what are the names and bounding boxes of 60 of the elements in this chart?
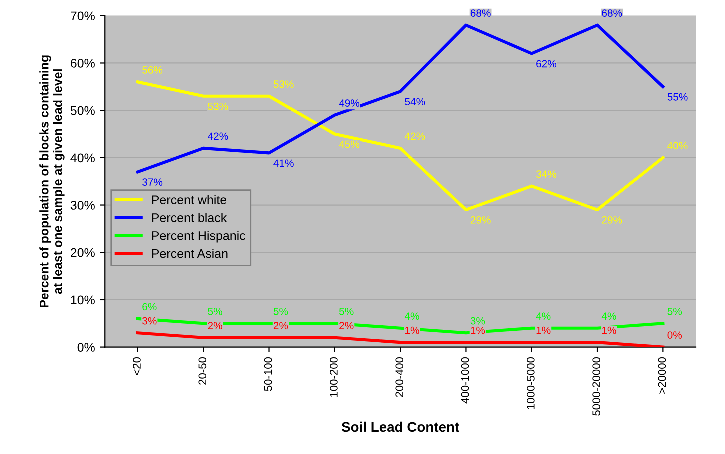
x-tick-label: 200-400 — [396, 357, 404, 398]
data-label: 37% — [142, 178, 163, 186]
data-label: 5% — [274, 308, 288, 316]
data-label: 53% — [208, 102, 228, 110]
x-tick-label: 1000-5000 — [526, 357, 535, 410]
data-label: 42% — [404, 132, 426, 140]
data-label: 34% — [536, 170, 557, 178]
data-label: 1% — [471, 326, 486, 334]
data-label: 29% — [602, 216, 622, 224]
y-axis-title: Percent of population of blocks containing at least one sample at given lead level — [40, 56, 65, 308]
x-axis-title: Soil Lead Content — [342, 422, 460, 432]
x-tick-label: >20000 — [658, 357, 666, 394]
legend-label: Percent Hispanic — [152, 231, 246, 243]
legend-label: Percent Asian — [152, 249, 228, 258]
data-label: 41% — [274, 160, 294, 168]
data-label: 2% — [208, 322, 222, 330]
y-tick-label: 30% — [70, 201, 95, 210]
data-label: 42% — [208, 132, 228, 140]
data-label: 53% — [274, 80, 294, 88]
legend-label: Percent black — [152, 213, 228, 222]
y-tick-label: 20% — [71, 248, 95, 258]
data-label: 5% — [668, 308, 682, 316]
x-tick-label: 400-1000 — [461, 357, 470, 404]
data-label: 3% — [142, 317, 157, 325]
data-label: 29% — [470, 216, 491, 224]
data-label: 45% — [339, 140, 360, 148]
x-tick-label: 50-100 — [264, 357, 272, 392]
x-tick-label: <20 — [133, 357, 141, 376]
x-tick-label: 20-50 — [198, 357, 207, 385]
data-label: 1% — [536, 326, 551, 334]
data-label: 68% — [470, 10, 491, 18]
data-label: 4% — [536, 312, 551, 320]
line-series — [136, 80, 665, 212]
x-tick-label: 100-200 — [330, 357, 338, 397]
x-tick-label: 5000-20000 — [592, 357, 601, 416]
data-label: 68% — [602, 10, 622, 18]
legend-label: Percent white — [152, 195, 227, 204]
y-tick-label: 40% — [70, 154, 95, 163]
data-label: 6% — [142, 303, 157, 311]
data-label: 0% — [668, 332, 682, 339]
data-label: 55% — [668, 93, 688, 101]
data-label: 40% — [668, 142, 688, 150]
data-label: 49% — [339, 100, 360, 107]
data-label: 4% — [404, 312, 420, 320]
y-tick-label: 60% — [71, 59, 95, 68]
data-label: 2% — [274, 322, 288, 330]
data-label: 56% — [142, 66, 163, 74]
data-label: 3% — [470, 317, 486, 325]
y-tick-label: 50% — [70, 106, 95, 116]
data-label: 2% — [340, 322, 354, 330]
data-label: 5% — [339, 308, 354, 316]
data-label: 1% — [602, 326, 616, 334]
y-tick-label: 70% — [71, 12, 95, 21]
data-label: 62% — [536, 60, 557, 68]
data-label: 5% — [208, 308, 222, 316]
data-label: 4% — [602, 312, 616, 320]
y-tick-label: 0% — [78, 343, 95, 352]
data-label: 54% — [405, 98, 426, 106]
y-tick-label: 10% — [71, 296, 95, 305]
data-label: 1% — [406, 326, 420, 334]
